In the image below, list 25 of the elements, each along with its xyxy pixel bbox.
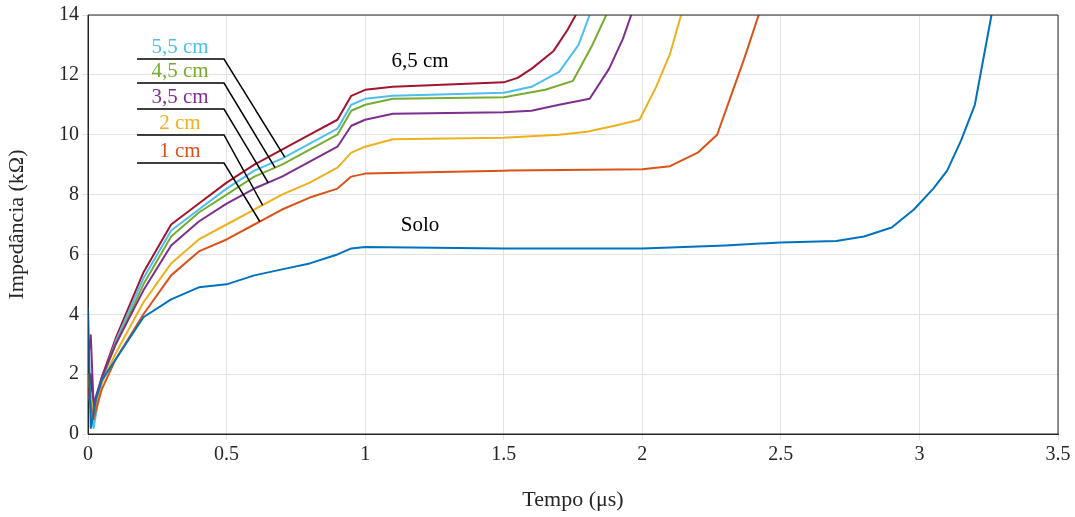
- x-tick-label: 3.5: [1045, 442, 1071, 465]
- x-axis-title: Tempo (μs): [522, 485, 624, 511]
- x-tick-label: 1: [360, 442, 371, 465]
- series-label: Solo: [400, 212, 440, 237]
- x-tick-label: 0.5: [214, 442, 240, 465]
- x-tick-label: 2.5: [768, 442, 794, 465]
- text: 1 cm: [159, 138, 201, 163]
- y-tick-label: 12: [59, 62, 79, 85]
- text: 4,5 cm: [151, 58, 209, 83]
- y-tick-label: 6: [69, 241, 79, 264]
- x-tick-label: 0: [83, 442, 93, 465]
- y-axis-title: Impedância (kΩ): [2, 149, 28, 300]
- y-tick-label: 10: [59, 121, 79, 144]
- y-tick-label: 2: [69, 361, 79, 384]
- y-tick-label: 8: [69, 181, 79, 204]
- text: 2 cm: [159, 110, 201, 135]
- text: 5,5 cm: [151, 34, 209, 59]
- series-label: 6,5 cm: [391, 48, 449, 73]
- y-tick-label: 4: [69, 301, 79, 324]
- text: 3,5 cm: [151, 84, 209, 109]
- y-tick-label: 0: [69, 421, 79, 444]
- x-tick-label: 3: [914, 442, 925, 465]
- x-tick-label: 2: [637, 442, 648, 465]
- y-tick-label: 14: [59, 2, 79, 25]
- x-tick-label: 1.5: [491, 442, 517, 465]
